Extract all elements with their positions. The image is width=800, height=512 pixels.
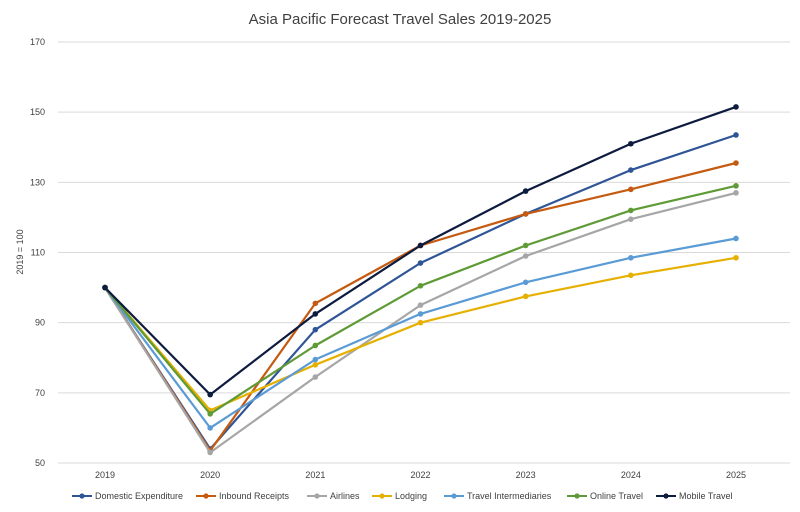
data-point <box>417 302 424 308</box>
data-point <box>628 167 634 173</box>
legend-item: Travel Intermediaries <box>444 491 552 501</box>
data-point <box>207 411 213 417</box>
series-lines <box>102 104 739 456</box>
x-tick-label: 2024 <box>621 470 641 480</box>
legend-label: Inbound Receipts <box>219 491 290 501</box>
data-point <box>628 254 634 261</box>
legend-item: Airlines <box>307 491 360 501</box>
y-tick-label: 150 <box>30 107 45 117</box>
x-tick-label: 2025 <box>726 470 746 480</box>
legend: Domestic Expenditure Inbound Receipts Airl… <box>72 491 733 501</box>
data-point <box>312 361 319 368</box>
y-tick-label: 50 <box>35 458 45 468</box>
data-point <box>312 326 319 333</box>
legend-item: Domestic Expenditure <box>72 491 183 501</box>
data-point <box>417 242 424 249</box>
series-group <box>102 190 739 456</box>
data-point <box>312 311 319 317</box>
x-tick-label: 2023 <box>516 470 536 480</box>
series-line <box>104 184 737 415</box>
series-line <box>104 256 737 412</box>
data-point <box>417 319 424 326</box>
data-point <box>207 391 213 398</box>
legend-swatch-marker <box>574 493 580 499</box>
legend-swatch-marker <box>203 493 209 499</box>
data-point <box>312 374 319 380</box>
y-tick-label: 130 <box>30 177 45 187</box>
data-point <box>522 211 529 217</box>
data-point <box>628 272 634 279</box>
legend-swatch-marker <box>663 493 669 499</box>
series-group <box>102 132 739 452</box>
data-point <box>628 140 634 147</box>
legend-label: Airlines <box>330 491 360 501</box>
data-point <box>417 260 424 266</box>
data-point <box>207 425 213 431</box>
data-point <box>522 279 529 286</box>
y-tick-label: 170 <box>30 37 45 47</box>
legend-label: Lodging <box>395 491 427 501</box>
data-point <box>733 235 739 242</box>
legend-label: Travel Intermediaries <box>467 491 552 501</box>
legend-item: Mobile Travel <box>656 491 733 501</box>
data-point <box>417 311 424 317</box>
x-tick-label: 2022 <box>410 470 430 480</box>
y-tick-label: 90 <box>35 318 45 328</box>
data-point <box>733 254 739 261</box>
y-axis-label: 2019 = 100 <box>15 229 25 274</box>
legend-swatch-marker <box>451 493 457 499</box>
data-point <box>102 284 108 291</box>
legend-item: Lodging <box>372 491 427 501</box>
series-group <box>102 235 739 431</box>
data-point <box>628 207 634 214</box>
data-point <box>733 104 739 110</box>
legend-swatch-marker <box>79 493 85 499</box>
data-point <box>628 186 634 193</box>
data-point <box>417 283 424 289</box>
series-line <box>104 105 737 396</box>
data-point <box>522 293 529 300</box>
data-point <box>522 242 529 249</box>
data-point <box>522 253 529 259</box>
legend-label: Online Travel <box>590 491 643 501</box>
legend-item: Online Travel <box>567 491 643 501</box>
chart-title: Asia Pacific Forecast Travel Sales 2019-… <box>249 11 552 28</box>
series-group <box>102 254 739 414</box>
y-tick-label: 110 <box>31 248 45 258</box>
gridlines <box>58 41 790 464</box>
data-point <box>733 160 739 166</box>
y-axis-ticks: 50 70 90 110 130 150 170 <box>30 37 45 468</box>
legend-swatch-marker <box>314 493 320 499</box>
legend-label: Domestic Expenditure <box>95 491 183 501</box>
legend-swatch-marker <box>379 493 385 499</box>
data-point <box>733 183 739 189</box>
x-tick-label: 2021 <box>305 470 325 480</box>
data-point <box>207 449 213 456</box>
legend-item: Inbound Receipts <box>196 491 290 501</box>
y-tick-label: 70 <box>35 388 45 398</box>
data-point <box>733 132 739 138</box>
x-tick-label: 2019 <box>95 470 115 480</box>
data-point <box>312 300 319 307</box>
data-point <box>522 188 529 194</box>
data-point <box>733 190 739 196</box>
data-point <box>628 216 634 222</box>
series-group <box>102 104 739 398</box>
x-tick-label: 2020 <box>200 470 220 480</box>
data-point <box>312 342 319 349</box>
legend-label: Mobile Travel <box>679 491 733 501</box>
data-point <box>312 356 319 363</box>
x-axis-ticks: 2019 2020 2021 2022 2023 2024 2025 <box>95 470 746 480</box>
